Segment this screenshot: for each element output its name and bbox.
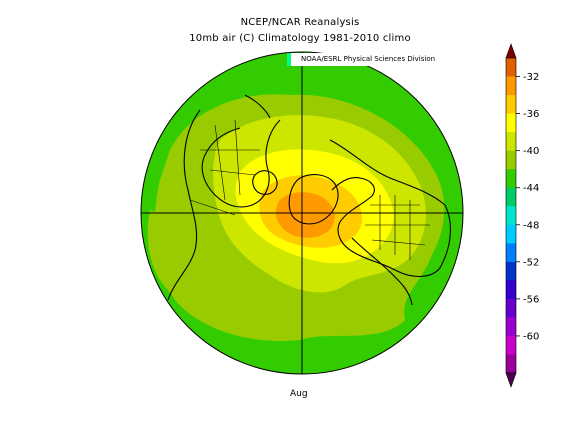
colorbar-tick-label: -40 (523, 146, 539, 157)
colorbar: -32 -36 -40 -44 -48 -52 -56 -60 (505, 43, 539, 388)
colorbar-tick-label: -44 (523, 183, 539, 194)
border-lines-na (365, 195, 430, 260)
colorbar-bin (506, 317, 516, 337)
border-lines-eurasia (189, 119, 260, 216)
colorbar-bin (506, 76, 516, 96)
field-ring-east (147, 210, 200, 320)
colorbar-bin (506, 113, 516, 133)
credit-label: NOAA/ESRL Physical Sciences Division (287, 53, 440, 66)
coastlines (167, 94, 451, 306)
title-line-1: NCEP/NCAR Reanalysis (240, 17, 360, 28)
month-label: Aug (290, 389, 308, 399)
colorbar-tick-label: -36 (523, 109, 539, 120)
colorbar-bin (506, 243, 516, 263)
field-center (275, 192, 335, 238)
colorbar-tick-label: -32 (523, 72, 539, 83)
coast-arctic-islands (252, 170, 278, 195)
colorbar-tick-label: -48 (523, 220, 539, 231)
colorbar-bin (506, 261, 516, 281)
colorbar-bin (506, 150, 516, 170)
colorbar-bin (506, 298, 516, 318)
coast-europe (201, 119, 281, 208)
colorbar-bin (506, 132, 516, 152)
colorbar-bin (506, 224, 516, 244)
colorbar-tick-label: -56 (523, 294, 539, 305)
colorbar-tick-label: -52 (523, 257, 539, 268)
title-line-2: 10mb air (C) Climatology 1981-2010 climo (189, 33, 411, 44)
colorbar-bin (506, 187, 516, 207)
coast-north-america (329, 139, 451, 278)
colorbar-bin (506, 335, 516, 355)
colorbar-tick-label: -60 (523, 331, 539, 342)
coast-greenland (288, 174, 339, 225)
colorbar-bin (506, 58, 516, 77)
colorbar-bin (506, 354, 516, 374)
borders (189, 119, 430, 260)
colorbar-top-arrow (505, 43, 517, 59)
colorbar-bin (506, 206, 516, 226)
colorbar-bin (506, 280, 516, 300)
coast-north-atlantic (244, 94, 271, 119)
colorbar-bin (506, 95, 516, 114)
coast-alaska (351, 237, 413, 306)
colorbar-bottom-arrow (505, 372, 517, 388)
colorbar-bin (506, 169, 516, 189)
